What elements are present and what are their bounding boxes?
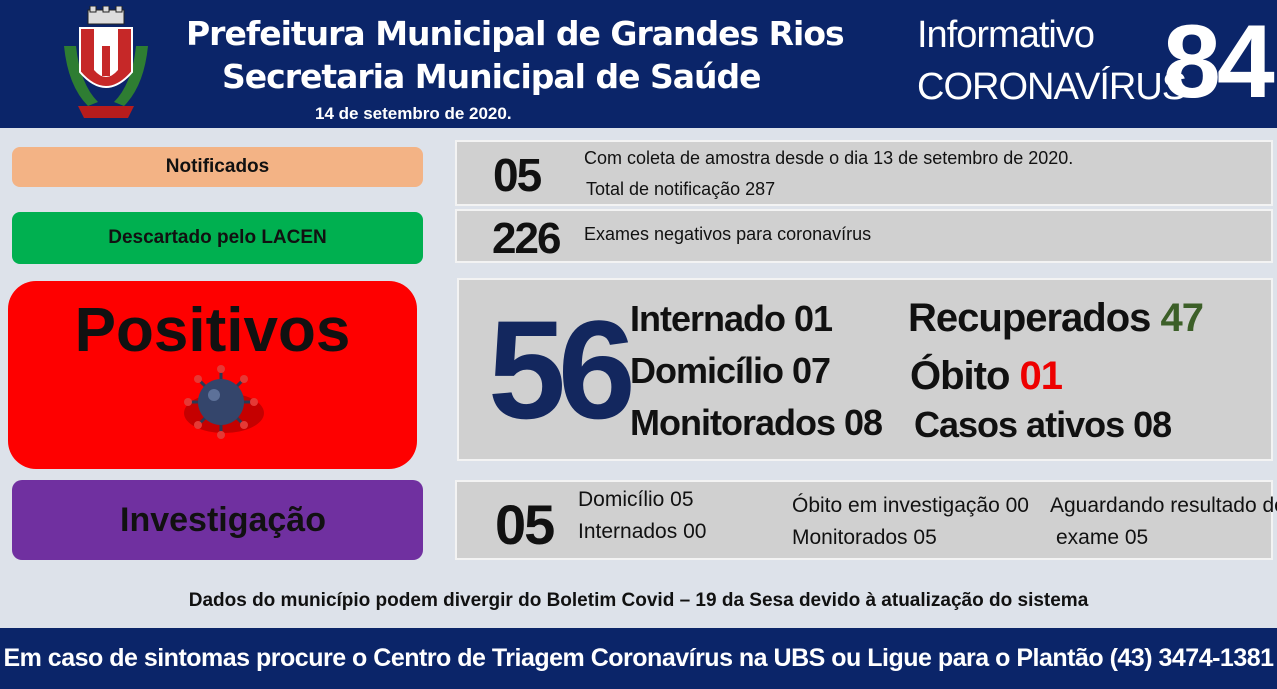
bulletin-number: 84	[1163, 4, 1275, 120]
notificados-detail-2: Total de notificação 287	[586, 179, 776, 199]
monitorados-stat: Monitorados 08	[630, 402, 883, 443]
positivos-box	[457, 278, 1273, 461]
bulletin-date: 14 de setembro de 2020.	[315, 104, 512, 123]
notificados-label: Notificados	[12, 147, 423, 187]
coronavirus-label: CORONAVÍRUS	[917, 66, 1187, 108]
investigacao-monitorados: Monitorados 05	[792, 526, 937, 549]
virus-icon	[184, 365, 264, 439]
casos-ativos-stat: Casos ativos 08	[914, 404, 1172, 445]
investigacao-obito: Óbito em investigação 00	[792, 494, 1029, 517]
recuperados-count: 47	[1160, 296, 1204, 340]
aguardando-line-1: Aguardando resultado de	[1050, 494, 1277, 517]
notificados-box	[455, 140, 1273, 206]
positivos-count: 56	[488, 291, 636, 448]
recuperados-stat: Recuperados 47	[908, 296, 1204, 341]
descartados-detail: Exames negativos para coronavírus	[584, 224, 872, 244]
domicilio-stat: Domicílio 07	[630, 350, 831, 391]
investigacao-internados: Internados 00	[578, 520, 707, 543]
footer-contact-text: Em caso de sintomas procure o Centro de …	[3, 644, 1274, 672]
secretariat-title: Secretaria Municipal de Saúde	[222, 57, 761, 96]
footer-banner: Em caso de sintomas procure o Centro de …	[0, 628, 1277, 689]
obito-label: Óbito	[910, 354, 1010, 398]
disclaimer-note: Dados do município podem divergir do Bol…	[188, 590, 1089, 611]
recuperados-label: Recuperados	[908, 296, 1151, 340]
municipal-coat-of-arms-icon	[64, 6, 148, 118]
descartados-box	[455, 209, 1273, 263]
notificados-detail-1: Com coleta de amostra desde o dia 13 de …	[584, 148, 1074, 168]
positivos-label: Positivos	[74, 296, 351, 365]
descartados-label: Descartado pelo LACEN	[12, 212, 423, 264]
informativo-label: Informativo	[917, 14, 1095, 56]
obito-stat: Óbito 01	[910, 354, 1063, 399]
investigacao-domicilio: Domicílio 05	[578, 488, 694, 511]
municipality-title: Prefeitura Municipal de Grandes Rios	[186, 14, 845, 53]
obito-count: 01	[1019, 354, 1063, 398]
descartados-count: 226	[492, 214, 561, 263]
investigacao-label: Investigação	[12, 480, 423, 560]
investigacao-box	[455, 480, 1273, 560]
aguardando-line-2: exame 05	[1056, 526, 1149, 549]
notificados-count: 05	[493, 149, 542, 201]
investigacao-count: 05	[495, 493, 555, 556]
positivos-panel: Positivos	[8, 281, 417, 469]
internado-stat: Internado 01	[630, 298, 833, 339]
header-banner: Prefeitura Municipal de Grandes Rios Sec…	[0, 0, 1277, 128]
